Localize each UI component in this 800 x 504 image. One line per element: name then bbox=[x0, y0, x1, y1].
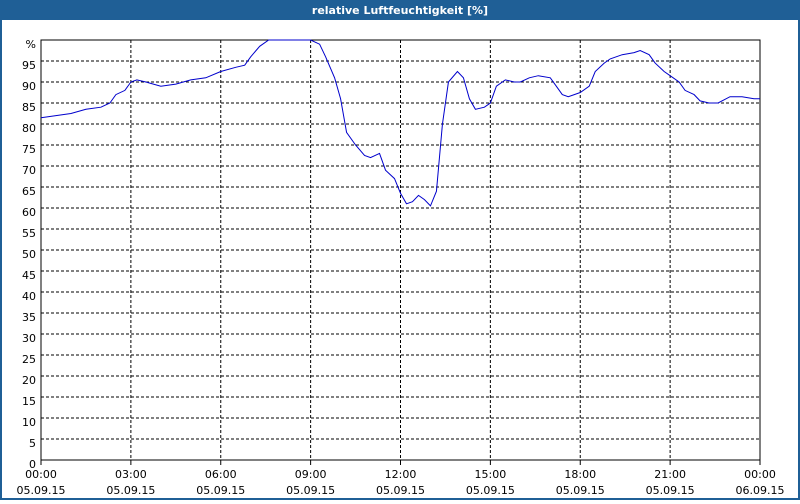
y-tick-label: 60 bbox=[22, 206, 36, 219]
y-tick-label: 40 bbox=[22, 290, 36, 303]
x-tick-label: 12:00 bbox=[385, 468, 417, 481]
title-bar bbox=[0, 0, 800, 20]
x-tick-date: 06.09.15 bbox=[736, 484, 785, 497]
x-tick-label: 09:00 bbox=[295, 468, 327, 481]
y-tick-label: 75 bbox=[22, 143, 36, 156]
y-tick-label: 55 bbox=[22, 227, 36, 240]
data-line bbox=[40, 39, 760, 207]
y-tick-label: 65 bbox=[22, 185, 36, 198]
x-tick-label: 00:00 bbox=[25, 468, 57, 481]
y-tick-label: 35 bbox=[22, 311, 36, 324]
y-tick-label: 0 bbox=[29, 458, 36, 471]
x-tick-date: 05.09.15 bbox=[556, 484, 605, 497]
x-tick-label: 21:00 bbox=[654, 468, 686, 481]
plot-frame bbox=[40, 39, 761, 461]
y-tick-label: 30 bbox=[22, 332, 36, 345]
y-tick-label: 25 bbox=[22, 353, 36, 366]
y-tick-label: 5 bbox=[29, 437, 36, 450]
x-tick-label: 06:00 bbox=[205, 468, 237, 481]
x-tick-date: 05.09.15 bbox=[376, 484, 425, 497]
x-tick-date: 05.09.15 bbox=[17, 484, 66, 497]
x-tick-date: 05.09.15 bbox=[106, 484, 155, 497]
x-tick-label: 03:00 bbox=[115, 468, 147, 481]
y-tick-label: 20 bbox=[22, 374, 36, 387]
y-tick-label: 50 bbox=[22, 248, 36, 261]
y-tick-label: 10 bbox=[22, 416, 36, 429]
y-tick-label: 45 bbox=[22, 269, 36, 282]
x-tick-date: 05.09.15 bbox=[466, 484, 515, 497]
y-tick-label: 15 bbox=[22, 395, 36, 408]
x-tick-date: 05.09.15 bbox=[646, 484, 695, 497]
y-tick-label: 90 bbox=[22, 80, 36, 93]
x-tick-date: 05.09.15 bbox=[196, 484, 245, 497]
x-tick-label: 18:00 bbox=[564, 468, 596, 481]
y-tick-label: % bbox=[26, 38, 36, 51]
x-tick-label: 00:00 bbox=[744, 468, 776, 481]
y-tick-label: 95 bbox=[22, 59, 36, 72]
x-tick-label: 15:00 bbox=[475, 468, 507, 481]
x-tick-date: 05.09.15 bbox=[286, 484, 335, 497]
y-tick-label: 70 bbox=[22, 164, 36, 177]
y-tick-label: 80 bbox=[22, 122, 36, 135]
chart-title: relative Luftfeuchtigkeit [%] bbox=[312, 4, 488, 17]
y-tick-label: 85 bbox=[22, 101, 36, 114]
